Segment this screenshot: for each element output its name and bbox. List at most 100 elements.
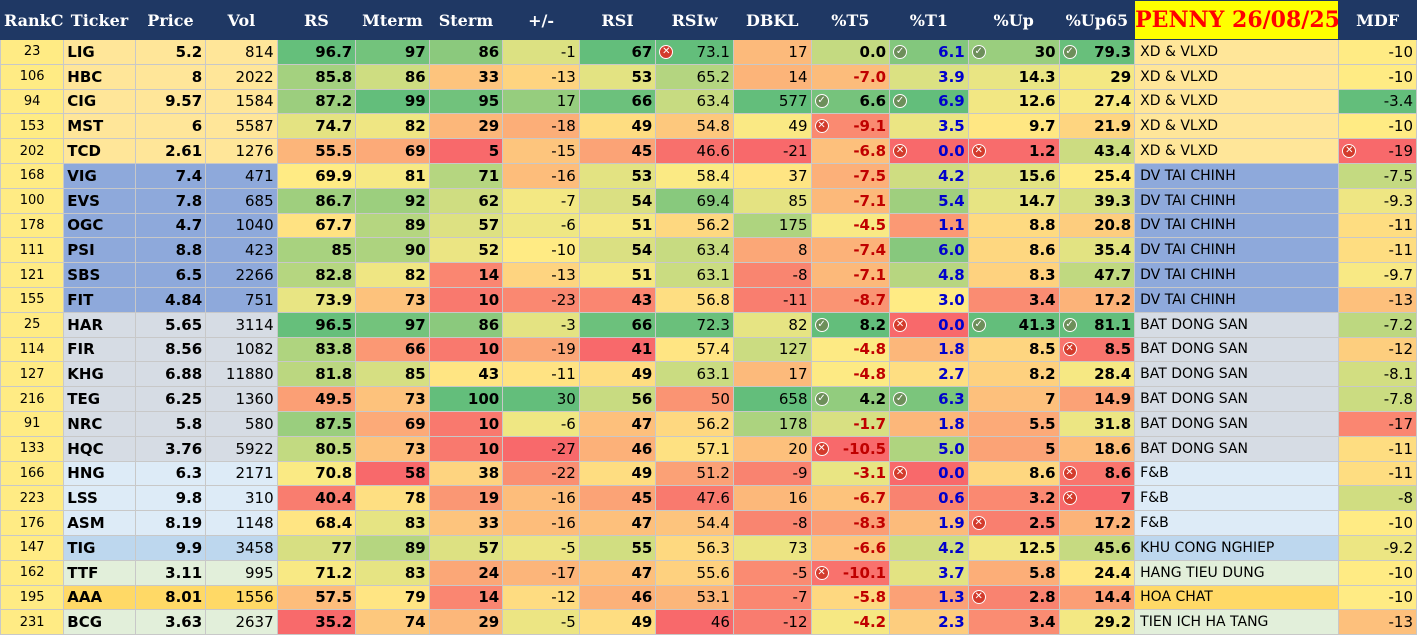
rsiw-cell-value: 56.3 <box>696 538 730 557</box>
table-row[interactable]: 223 LSS 9.8 310 40.4 78 19 -16 45 47.6 16 -6.7 0.6 3.… <box>0 485 1417 512</box>
up65-cell-value: 7 <box>1120 489 1132 508</box>
table-row[interactable]: 178 OGC 4.7 1040 67.7 89 57 -6 51 56.2 175 -4.5 1.1 8… <box>0 212 1417 239</box>
table-row[interactable]: 91 NRC 5.8 580 87.5 69 10 -6 47 56.2 178 -1.7 1.8 5.5… <box>0 410 1417 437</box>
table-row[interactable]: 162 TTF 3.11 995 71.2 83 24 -17 47 55.6 -5 ✕ -10.1 3.… <box>0 559 1417 586</box>
up65-cell: 39.3 <box>1058 187 1136 214</box>
up-cell-value: 3.2 <box>1029 489 1056 508</box>
table-row[interactable]: 231 BCG 3.63 2637 35.2 74 29 -5 49 46 -12 -4.2 2.3 3.… <box>0 609 1417 635</box>
price-cell-value: 7.4 <box>175 166 203 185</box>
price-cell: 3.11 <box>134 559 207 586</box>
dbkl-cell-value: 16 <box>788 489 808 508</box>
price-cell-value: 3.76 <box>165 439 203 458</box>
rank-cell-value: 166 <box>19 465 45 481</box>
table-row[interactable]: 133 HQC 3.76 5922 80.5 73 10 -27 46 57.1 20 ✕ -10.5 5… <box>0 435 1417 462</box>
rsi-cell-value: 43 <box>631 290 653 309</box>
rank-cell-value: 162 <box>19 565 45 581</box>
up-cell-value: 15.6 <box>1018 166 1056 185</box>
mterm-cell-value: 79 <box>404 588 426 607</box>
t5-cell-value: -7.0 <box>853 67 887 86</box>
check-circle-icon: ✓ <box>893 44 908 59</box>
rsi-cell: 53 <box>578 162 657 189</box>
table-row[interactable]: 153 MST 6 5587 74.7 82 29 -18 49 54.8 49 ✕ -9.1 3.5 9.… <box>0 113 1417 140</box>
table-row[interactable]: 147 TIG 9.9 3458 77 89 57 -5 55 56.3 73 -6.6 4.2 12.5… <box>0 534 1417 561</box>
group-cell: XD & VLXD <box>1134 113 1340 140</box>
vol-cell: 2637 <box>205 609 278 635</box>
rs-cell: 86.7 <box>276 187 357 214</box>
rank-cell-value: 178 <box>19 217 45 233</box>
table-row[interactable]: 114 FIR 8.56 1082 83.8 66 10 -19 41 57.4 127 -4.8 1.… <box>0 336 1417 363</box>
group-cell-value: XD & VLXD <box>1140 68 1219 85</box>
table-row[interactable]: 25 HAR 5.65 3114 96.5 97 86 -3 66 72.3 82 ✓ 8.2 ✕ 0.0 ✓… <box>0 311 1417 338</box>
rsi-cell: 43 <box>578 286 657 313</box>
plus-minus-cell-value: -12 <box>551 588 576 607</box>
table-row[interactable]: 121 SBS 6.5 2266 82.8 82 14 -13 51 63.1 -8 -7.1 4.8 8… <box>0 262 1417 288</box>
t5-cell-value: -4.8 <box>853 365 887 384</box>
t1-cell: 3.9 <box>889 63 969 90</box>
rsi-cell: 66 <box>578 88 657 115</box>
plus-minus-cell-value: -11 <box>551 365 576 384</box>
sterm-cell: 10 <box>428 410 504 437</box>
table-row[interactable]: 166 HNG 6.3 2171 70.8 58 38 -22 49 51.2 -9 -3.1 ✕ 0.0… <box>0 460 1417 487</box>
table-row[interactable]: 155 FIT 4.84 751 73.9 73 10 -23 43 56.8 -11 -8.7 3.0… <box>0 286 1417 313</box>
plus-minus-cell: -23 <box>502 286 580 313</box>
table-row[interactable]: 23 LIG 5.2 814 96.7 97 86 -1 67 ✕ 73.1 17 0.0 ✓ 6.1 ✓ 30… <box>0 39 1417 65</box>
header-sterm: Sterm <box>428 0 504 40</box>
mterm-cell: 73 <box>355 386 430 412</box>
up65-cell: 31.8 <box>1058 410 1136 437</box>
mdf-cell-value: -8.1 <box>1383 365 1413 384</box>
t1-cell-value: 6.9 <box>938 92 965 111</box>
header-mterm: Mterm <box>355 0 430 40</box>
check-circle-icon: ✓ <box>893 94 908 109</box>
ticker-cell-value: FIR <box>67 340 95 359</box>
table-row[interactable]: 127 KHG 6.88 11880 81.8 85 43 -11 49 63.1 17 -4.8 2.… <box>0 361 1417 388</box>
up-cell-value: 8.5 <box>1029 340 1056 359</box>
group-cell: XD & VLXD <box>1134 88 1340 115</box>
up65-cell: 45.6 <box>1058 534 1136 561</box>
plus-minus-cell-value: -16 <box>551 489 576 508</box>
rsiw-cell-value: 63.1 <box>696 266 730 285</box>
rsi-cell: 41 <box>578 336 657 363</box>
ticker-cell: HQC <box>63 435 136 462</box>
table-row[interactable]: 100 EVS 7.8 685 86.7 92 62 -7 54 69.4 85 -7.1 5.4 14.… <box>0 187 1417 214</box>
group-cell-value: XD & VLXD <box>1140 143 1219 160</box>
rs-cell-value: 96.7 <box>315 42 353 61</box>
dbkl-cell: -12 <box>732 609 812 635</box>
table-row[interactable]: 176 ASM 8.19 1148 68.4 83 33 -16 47 54.4 -8 -8.3 1.9… <box>0 510 1417 536</box>
price-cell: 7.8 <box>134 187 207 214</box>
vol-cell: 1276 <box>205 138 278 164</box>
t5-cell: -6.8 <box>810 138 891 164</box>
table-row[interactable]: 202 TCD 2.61 1276 55.5 69 5 -15 45 46.6 -21 -6.8 ✕ 0.… <box>0 138 1417 164</box>
table-row[interactable]: 111 PSI 8.8 423 85 90 52 -10 54 63.4 8 -7.4 6.0 8.6 35… <box>0 237 1417 264</box>
mdf-cell: -7.5 <box>1338 162 1417 189</box>
rank-cell-value: 91 <box>23 416 41 432</box>
ticker-cell: HBC <box>63 63 136 90</box>
up65-cell: 27.4 <box>1058 88 1136 115</box>
rsiw-cell: 63.1 <box>655 262 734 288</box>
table-row[interactable]: 216 TEG 6.25 1360 49.5 73 100 30 56 50 658 ✓ 4.2 ✓ 6.3… <box>0 386 1417 412</box>
dbkl-cell-value: 85 <box>788 191 808 210</box>
up65-cell-value: 39.3 <box>1094 191 1132 210</box>
t1-cell-value: 1.8 <box>938 340 965 359</box>
table-row[interactable]: 195 AAA 8.01 1556 57.5 79 14 -12 46 53.1 -7 -5.8 1.3… <box>0 584 1417 611</box>
rsiw-cell: 69.4 <box>655 187 734 214</box>
header-dbkl: DBKL <box>732 0 812 40</box>
vol-cell: 471 <box>205 162 278 189</box>
rs-cell-value: 73.9 <box>315 290 353 309</box>
plus-minus-cell: 17 <box>502 88 580 115</box>
group-cell-value: DV TAI CHINH <box>1140 217 1236 234</box>
table-row[interactable]: 168 VIG 7.4 471 69.9 81 71 -16 53 58.4 37 -7.5 4.2 15… <box>0 162 1417 189</box>
group-cell: HOA CHAT <box>1134 584 1340 611</box>
dbkl-cell-value: 8 <box>797 241 808 260</box>
up-cell: 8.6 <box>967 460 1060 487</box>
mterm-cell-value: 89 <box>404 216 426 235</box>
table-row[interactable]: 94 CIG 9.57 1584 87.2 99 95 17 66 63.4 577 ✓ 6.6 ✓ 6.9… <box>0 88 1417 115</box>
vol-cell: 1148 <box>205 510 278 536</box>
up-cell-value: 12.6 <box>1018 92 1056 111</box>
rs-cell-value: 77 <box>331 538 353 557</box>
up-cell: 12.6 <box>967 88 1060 115</box>
rsiw-cell: 57.1 <box>655 435 734 462</box>
t1-cell-value: 6.3 <box>938 390 965 409</box>
rs-cell-value: 67.7 <box>315 216 353 235</box>
rsi-cell: 49 <box>578 361 657 388</box>
table-row[interactable]: 106 HBC 8 2022 85.8 86 33 -13 53 65.2 14 -7.0 3.9 14.… <box>0 63 1417 90</box>
